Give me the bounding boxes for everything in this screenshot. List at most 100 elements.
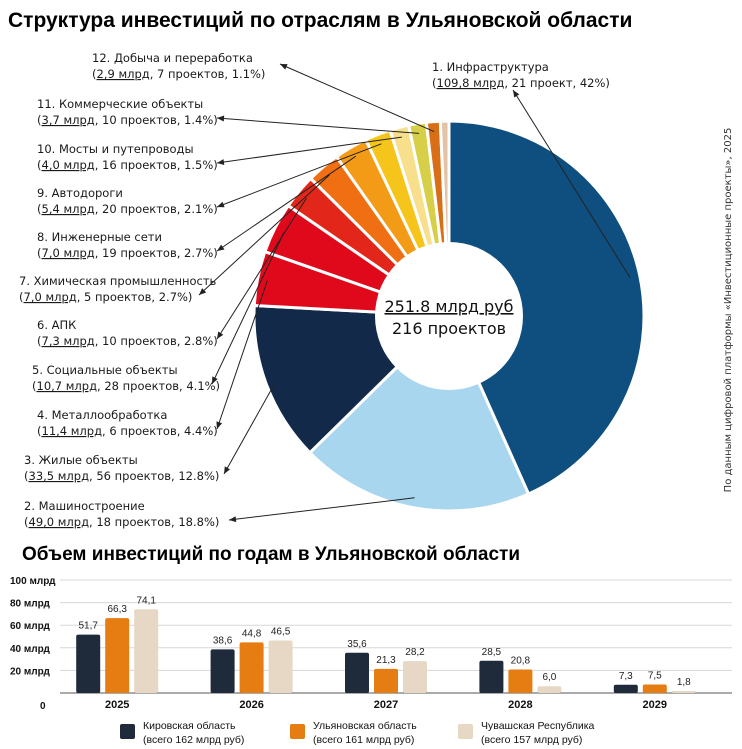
slice-label-detail: (2,9 млрд, 7 проектов, 1.1%) xyxy=(92,67,265,81)
donut-labels: 1. Инфраструктура (109,8 млрд, 21 проект,… xyxy=(19,51,631,529)
y-tick-label: 20 млрд xyxy=(10,666,51,677)
bar-1-1 xyxy=(239,642,264,693)
x-tick-label: 2029 xyxy=(643,699,667,711)
y-tick-label: 60 млрд xyxy=(10,621,51,632)
leader-line xyxy=(216,197,308,340)
slice-label-detail: (7,0 млрд, 5 проектов, 2.7%) xyxy=(19,290,192,304)
bar-value-label: 46,5 xyxy=(271,626,291,637)
bar-value-label: 35,6 xyxy=(347,639,367,650)
slice-label-name: 9. Автодороги xyxy=(37,186,123,200)
leader-arrowhead xyxy=(229,516,237,523)
leader-arrowhead xyxy=(280,64,288,70)
bar-0-0 xyxy=(76,634,101,693)
bar-value-label: 38,6 xyxy=(213,635,233,646)
bar-chart: 51,7 66,3 74,1 38,6 44,8 46,5 35,6 21,3 28,2 28,5… xyxy=(76,595,696,693)
bar-0-2 xyxy=(134,609,159,693)
leader-arrowhead xyxy=(217,159,225,165)
leader-line xyxy=(512,89,631,278)
y-tick-label: 0 xyxy=(40,701,46,712)
slice-label-detail: (11,4 млрд, 6 проектов, 4.4%) xyxy=(37,424,218,438)
slice-label-detail: (10,7 млрд, 28 проектов, 4.1%) xyxy=(32,379,220,393)
legend-series-name: Чувашская Республика xyxy=(481,720,595,732)
slice-label-detail: (33,5 млрд, 56 проектов, 12.8%) xyxy=(24,469,219,483)
legend-swatch xyxy=(458,724,473,739)
x-tick-label: 2025 xyxy=(105,699,129,711)
leader-line xyxy=(216,143,382,208)
slice-label-name: 3. Жилые объекты xyxy=(24,453,138,467)
slice-label-name: 5. Социальные объекты xyxy=(32,363,178,377)
leader-line xyxy=(216,279,268,430)
total-amount: 251.8 млрд руб xyxy=(385,297,514,316)
x-tick-label: 2026 xyxy=(239,699,263,711)
bar-1-0 xyxy=(210,649,235,693)
y-tick-label: 100 млрд xyxy=(10,576,56,587)
bar-4-2 xyxy=(671,690,696,693)
slice-label-detail: (4,0 млрд, 16 проектов, 1.5%) xyxy=(37,158,218,172)
pie-chart-title: Структура инвестиций по отраслям в Ульян… xyxy=(8,9,632,32)
bar-value-label: 21,3 xyxy=(376,655,396,666)
leader-line xyxy=(198,174,330,296)
leader-arrowhead xyxy=(217,201,225,208)
leader-line xyxy=(223,381,277,475)
leader-arrowhead xyxy=(217,244,225,251)
legend-series-name: Ульяновская область xyxy=(313,720,417,732)
leader-arrowhead xyxy=(217,331,224,339)
bar-2-2 xyxy=(403,661,427,693)
bar-value-label: 28,2 xyxy=(405,647,425,658)
leader-arrowhead xyxy=(199,288,207,295)
pie-slice-1 xyxy=(447,119,646,497)
leader-arrowhead xyxy=(224,466,230,474)
slice-label-name: 11. Коммерческие объекты xyxy=(37,97,203,111)
legend-series-note: (всего 162 млрд руб) xyxy=(143,734,244,746)
slice-label-name: 1. Инфраструктура xyxy=(432,60,549,74)
donut-hole xyxy=(375,242,523,390)
bar-value-label: 7,3 xyxy=(619,671,633,682)
slice-label-detail: (49,0 млрд, 18 проектов, 18.8%) xyxy=(24,515,219,529)
slice-label-detail: (5,4 млрд, 20 проектов, 2.1%) xyxy=(37,202,218,216)
slice-label-name: 6. АПК xyxy=(37,318,76,332)
legend-swatch xyxy=(120,724,135,739)
slice-label-detail: (7,0 млрд, 19 проектов, 2.7%) xyxy=(37,246,218,260)
x-tick-label: 2028 xyxy=(508,699,532,711)
bar-value-label: 20,8 xyxy=(511,655,531,666)
legend-series-name: Кировская область xyxy=(143,720,236,732)
bar-4-1 xyxy=(642,684,667,693)
slice-label-name: 7. Химическая промышленность xyxy=(19,274,217,288)
slice-label-detail: (109,8 млрд, 21 проект, 42%) xyxy=(432,76,610,90)
bar-2-1 xyxy=(374,668,398,693)
leader-line xyxy=(211,232,285,385)
bar-chart-axes: 0 20 млрд 40 млрд 60 млрд 80 млрд 100 млрд 202… xyxy=(10,576,732,712)
bar-3-0 xyxy=(479,660,504,693)
slice-label-name: 12. Добыча и переработка xyxy=(92,51,253,65)
legend-series-note: (всего 157 млрд руб) xyxy=(481,734,582,746)
bar-value-label: 44,8 xyxy=(242,628,262,639)
total-projects: 216 проектов xyxy=(392,319,506,338)
legend-series-note: (всего 161 млрд руб) xyxy=(313,734,414,746)
bar-value-label: 7,5 xyxy=(648,671,662,682)
leader-line xyxy=(216,136,402,164)
bar-3-2 xyxy=(537,686,562,693)
y-tick-label: 40 млрд xyxy=(10,644,51,655)
leader-arrowhead xyxy=(216,421,223,429)
source-note: По данным цифровой платформы «Инвестицио… xyxy=(723,128,734,493)
leader-arrowhead xyxy=(212,376,218,384)
slice-label-name: 2. Машиностроение xyxy=(24,499,145,513)
leader-arrowhead xyxy=(217,115,225,122)
bar-value-label: 6,0 xyxy=(542,672,556,683)
pie-slice-2 xyxy=(307,313,531,513)
bar-chart-title: Объем инвестиций по годам в Ульяновской … xyxy=(22,544,520,565)
x-tick-label: 2027 xyxy=(374,699,398,711)
bar-3-1 xyxy=(508,669,533,693)
slice-label-name: 4. Металлообработка xyxy=(37,408,167,422)
slice-label-name: 8. Инженерные сети xyxy=(37,230,162,244)
leader-line xyxy=(279,63,435,133)
slice-label-detail: (7,3 млрд, 10 проектов, 2.8%) xyxy=(37,334,218,348)
bar-value-label: 51,7 xyxy=(78,621,98,632)
slice-label-name: 10. Мосты и путепроводы xyxy=(37,142,194,156)
leader-arrowhead xyxy=(513,90,520,98)
slice-label-detail: (3,7 млрд, 10 проектов, 1.4%) xyxy=(37,113,218,127)
legend-swatch xyxy=(290,724,305,739)
bar-value-label: 66,3 xyxy=(107,604,127,615)
bar-4-0 xyxy=(613,684,638,693)
bar-2-0 xyxy=(345,652,369,693)
